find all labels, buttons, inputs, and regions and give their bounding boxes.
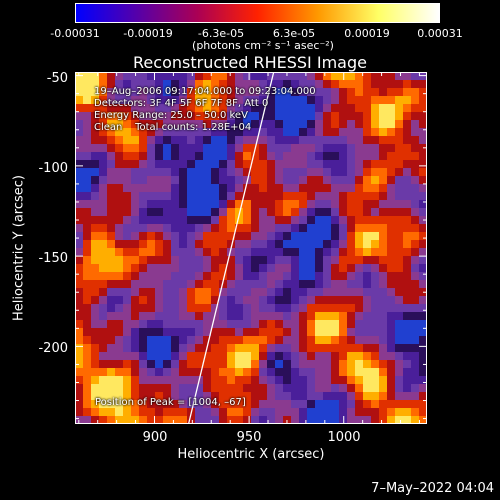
heatmap-plot <box>75 72 427 424</box>
colorbar-tick: 0.00031 <box>417 27 463 40</box>
info-energy-range: Energy Range: 25.0 – 50.0 keV <box>94 110 248 121</box>
info-time-range: 19–Aug–2006 09:17:04.000 to 09:23:04.000 <box>94 86 316 97</box>
plot-frame <box>75 72 427 424</box>
x-tick-label: 950 <box>236 430 262 445</box>
colorbar-tick: 6.3e-05 <box>272 27 316 40</box>
y-tick-label: -50 <box>46 71 68 86</box>
info-clean-counts: Clean Total counts: 1.28E+04 <box>94 122 252 133</box>
colorbar-tick: -6.3e-05 <box>197 27 245 40</box>
chart-title: Reconstructed RHESSI Image <box>133 53 367 72</box>
colorbar-tick: 0.00019 <box>344 27 390 40</box>
info-detectors: Detectors: 3F 4F 5F 6F 7F 8F, Att 0 <box>94 98 269 109</box>
x-axis-label: Heliocentric X (arcsec) <box>177 447 325 462</box>
y-tick-label: -100 <box>38 161 68 176</box>
info-peak-position: Position of Peak = [1004, –67] <box>95 397 246 408</box>
colorbar-tick: -0.00031 <box>50 27 100 40</box>
y-tick-label: -150 <box>38 251 68 266</box>
y-tick-label: -200 <box>38 341 68 356</box>
timestamp: 7–May–2022 04:04 <box>371 481 494 496</box>
colorbar-tick: -0.00019 <box>123 27 173 40</box>
x-tick-label: 900 <box>142 430 168 445</box>
solar-limb-line <box>187 72 275 424</box>
y-axis-label: Heliocentric Y (arcsec) <box>11 175 27 321</box>
axis-ticks <box>75 72 427 424</box>
colorbar <box>75 3 440 23</box>
x-tick-label: 1000 <box>327 430 361 445</box>
colorbar-unit-label: (photons cm⁻² s⁻¹ asec⁻²) <box>192 39 334 52</box>
